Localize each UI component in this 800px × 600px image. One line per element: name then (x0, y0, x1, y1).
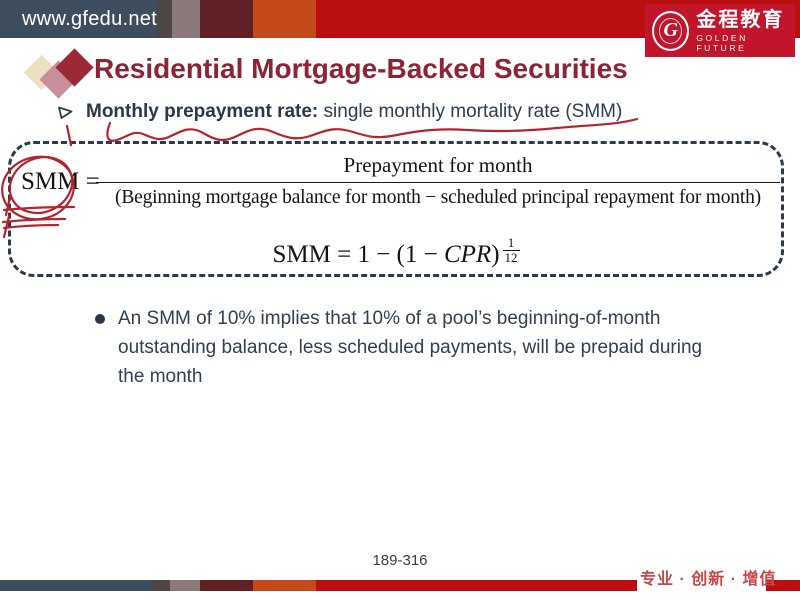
footer-slogan: 专业 · 创新 · 增值 (640, 571, 777, 588)
bullet-label-bold: Monthly prepayment rate: (86, 101, 319, 122)
formula1-fraction: Prepayment for month (Beginning mortgage… (96, 153, 780, 209)
brand-logo: G 金程教育 GOLDEN FUTURE (645, 4, 795, 57)
formula2-exponent: 1 12 (502, 235, 520, 265)
logo-monogram: G (663, 19, 678, 41)
bar-segment-maroon (200, 580, 253, 591)
brand-name-cn: 金程教育 (696, 8, 785, 31)
bullet-line: An SMM of 10% implies that 10% of a pool… (118, 308, 661, 329)
bar-segment-red (316, 580, 637, 591)
formula1-numerator: Prepayment for month (96, 153, 780, 183)
bar-segment-mauve (170, 580, 200, 591)
formula-box: SMM = Prepayment for month (Beginning mo… (8, 141, 784, 277)
brand-name-en: GOLDEN FUTURE (696, 32, 748, 53)
bullet-smm-example: An SMM of 10% implies that 10% of a pool… (95, 304, 702, 391)
site-url: www.gfedu.net (22, 7, 158, 30)
formula2-variable: CPR (443, 241, 492, 268)
bar-segment-gray (153, 580, 170, 591)
page-number: 189-316 (372, 552, 428, 569)
bar-segment-mauve (172, 0, 200, 38)
bullet-line: outstanding balance, less scheduled paym… (118, 337, 703, 358)
bar-segment-orange (253, 580, 316, 591)
bullet-dot-icon (95, 314, 105, 324)
bullet-line: the month (118, 366, 203, 387)
bar-segment-gray (157, 0, 172, 38)
chevron-bullet-icon (58, 106, 73, 119)
url-bar: www.gfedu.net (0, 0, 157, 38)
bar-segment-red-end (766, 580, 800, 591)
bar-segment-slate (0, 580, 153, 591)
bullet-monthly-prepayment: Monthly prepayment rate: single monthly … (57, 101, 622, 123)
formula2-smm-cpr: SMM = 1 − (1 − CPR) 1 12 (272, 235, 520, 268)
page-title: Residential Mortgage-Backed Securities (94, 53, 628, 84)
formula1-denominator: (Beginning mortgage balance for month − … (115, 187, 761, 208)
seal-logo-icon: G (652, 10, 690, 51)
bar-segment-orange (253, 0, 316, 38)
bullet-label-rest: single monthly mortality rate (SMM) (318, 101, 623, 122)
bar-segment-maroon (200, 0, 253, 38)
bottom-bar (0, 580, 800, 591)
formula1-lhs: SMM = (21, 168, 100, 195)
